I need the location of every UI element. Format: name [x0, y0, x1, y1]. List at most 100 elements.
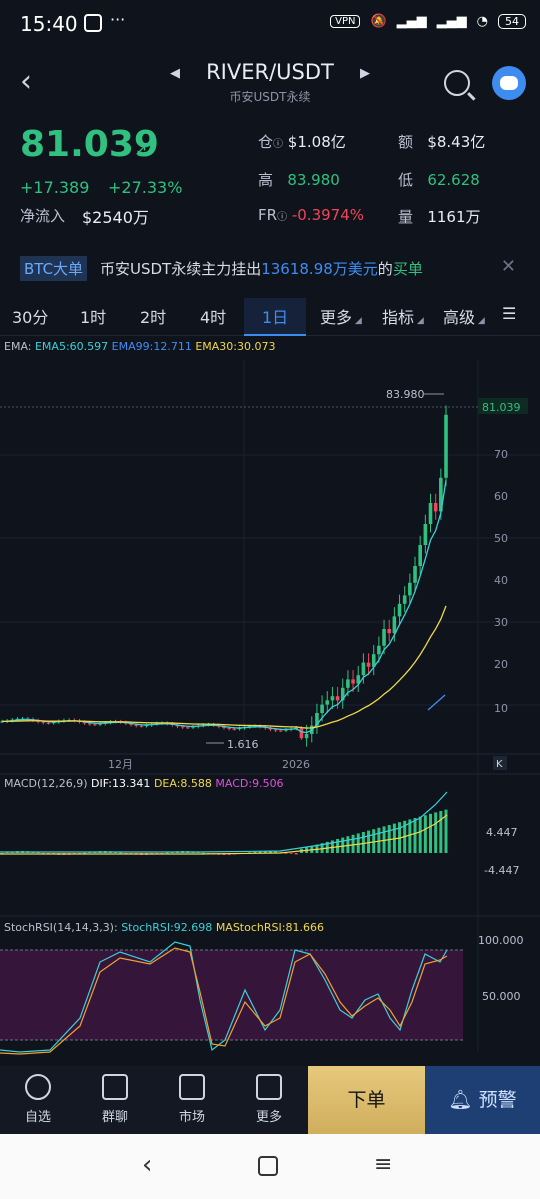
- last-price: 81.039: [20, 124, 159, 165]
- candle-body: [330, 696, 335, 701]
- nav-market[interactable]: 市场: [162, 1072, 222, 1125]
- pair-title[interactable]: RIVER/USDT: [206, 60, 334, 84]
- app-icon: [84, 14, 102, 32]
- high-marker: 83.980: [386, 388, 425, 401]
- high: 高 83.980: [258, 171, 340, 189]
- tab-4h[interactable]: 4时: [200, 308, 227, 327]
- y-tick: 70: [494, 448, 508, 461]
- open-interest: 仓ⓘ $1.08亿: [258, 133, 346, 151]
- grid: [0, 360, 540, 1052]
- candle-body: [366, 662, 371, 667]
- candle-body: [268, 728, 273, 730]
- macd-bar: [274, 851, 278, 853]
- header: ‹ ◀ RIVER/USDT ▶ 币安USDT永续: [0, 52, 540, 122]
- prev-pair-icon[interactable]: ◀: [170, 66, 180, 81]
- macd-bar: [330, 840, 334, 853]
- alert-button[interactable]: 🔔︎ 预警: [425, 1066, 540, 1134]
- candle-body: [15, 718, 20, 720]
- y-tick: 40: [494, 574, 508, 587]
- info-icon[interactable]: ⓘ: [273, 139, 284, 150]
- macd-bar: [83, 852, 87, 854]
- tab-30m[interactable]: 30分: [12, 308, 49, 327]
- status-icons: VPN 🔕 ▂▄▆ ▂▄▆ ◔ 54: [330, 14, 526, 29]
- signal-icon: ▂▄▆: [396, 14, 427, 29]
- home-icon[interactable]: [258, 1156, 278, 1176]
- candle-body: [180, 726, 185, 728]
- order-button[interactable]: 下单: [308, 1066, 425, 1134]
- clock: 15:40: [20, 12, 78, 36]
- tab-2h[interactable]: 2时: [140, 308, 167, 327]
- nav-watchlist[interactable]: 自选: [8, 1072, 68, 1125]
- macd-bar: [377, 827, 381, 853]
- tab-more[interactable]: 更多 ◢: [320, 308, 362, 327]
- candle-body: [93, 724, 97, 726]
- scroll-end-button[interactable]: [493, 756, 507, 770]
- wifi-icon: ◔: [476, 14, 488, 29]
- candle-body: [356, 675, 361, 684]
- candle-body: [346, 679, 350, 688]
- tab-1h[interactable]: 1时: [80, 308, 107, 327]
- menu-icon[interactable]: ≡: [374, 1152, 393, 1177]
- ema99-line: [427, 694, 446, 711]
- y-tick: 60: [494, 490, 508, 503]
- candle-body: [304, 734, 309, 739]
- funding-rate: FRⓘ -0.3974%: [258, 206, 364, 224]
- macd-bar: [5, 852, 9, 854]
- candle-body: [351, 679, 355, 684]
- last-price-tag: [478, 398, 528, 414]
- search-icon[interactable]: [444, 70, 470, 96]
- candle-body: [51, 722, 56, 724]
- chevron-icon[interactable]: K: [496, 759, 503, 770]
- alert-tag: BTC大单: [20, 256, 88, 281]
- macd-bar: [294, 853, 298, 855]
- y-tick: 20: [494, 658, 508, 671]
- tab-indicators[interactable]: 指标 ◢: [382, 308, 424, 327]
- whale-alert-banner[interactable]: BTC大单 币安USDT永续主力挂出13618.98万美元的买单 ✕: [0, 250, 540, 286]
- candle-body: [237, 728, 242, 730]
- plus-icon: [25, 1074, 51, 1100]
- candle-body: [284, 729, 288, 731]
- candle-body: [139, 725, 144, 727]
- candle-body: [186, 727, 190, 729]
- back-icon[interactable]: ‹: [142, 1150, 153, 1180]
- tab-advanced[interactable]: 高级 ◢: [443, 308, 485, 327]
- candle-body: [273, 729, 278, 731]
- dea-line: [0, 814, 448, 855]
- info-icon[interactable]: ⓘ: [277, 212, 288, 223]
- nav-more[interactable]: 更多: [239, 1072, 299, 1125]
- candle-body: [191, 726, 195, 728]
- assistant-avatar[interactable]: [492, 66, 526, 100]
- interval-tabs: 30分 1时 2时 4时 1日 更多 ◢ 指标 ◢ 高级 ◢ ☰: [0, 298, 540, 336]
- candle-body: [428, 503, 433, 524]
- candle-body: [433, 503, 438, 512]
- nav-chat[interactable]: 群聊: [85, 1072, 145, 1125]
- macd-bar: [367, 830, 371, 853]
- bell-icon: 🔔︎: [448, 1089, 479, 1111]
- status-bar: 15:40 ··· VPN 🔕 ▂▄▆ ▂▄▆ ◔ 54: [0, 0, 540, 52]
- candles: [0, 405, 448, 747]
- macd-bar: [248, 852, 252, 854]
- x-tick: 12月: [108, 758, 133, 771]
- kline-chart[interactable]: 83.980 1.616 81.039 70 60 50 40 30 20 10…: [0, 350, 540, 1066]
- macd-tick: 4.447: [486, 826, 518, 839]
- next-pair-icon[interactable]: ▶: [360, 66, 370, 81]
- up-arrow-icon: ↗: [134, 140, 148, 159]
- candle-body: [418, 545, 422, 566]
- rsi-label: StochRSI(14,14,3,3): StochRSI:92.698 MAS…: [4, 921, 324, 934]
- tab-1d[interactable]: 1日: [262, 308, 289, 327]
- macd-bar: [263, 851, 267, 853]
- low-marker: 1.616: [227, 738, 259, 751]
- candle-body: [0, 721, 4, 723]
- macd-bar: [341, 837, 345, 853]
- system-nav: ‹ ≡: [0, 1134, 540, 1199]
- close-icon[interactable]: ✕: [500, 256, 516, 277]
- candle-body: [129, 723, 133, 725]
- dots-icon: ···: [110, 10, 126, 29]
- candle-body: [325, 700, 330, 705]
- change-pct: +27.33%: [108, 178, 183, 197]
- settings-icon[interactable]: ☰: [502, 304, 517, 323]
- macd-bar: [320, 843, 324, 853]
- back-button[interactable]: ‹: [20, 64, 32, 99]
- macd-bar: [201, 852, 205, 854]
- y-tick: 50: [494, 532, 508, 545]
